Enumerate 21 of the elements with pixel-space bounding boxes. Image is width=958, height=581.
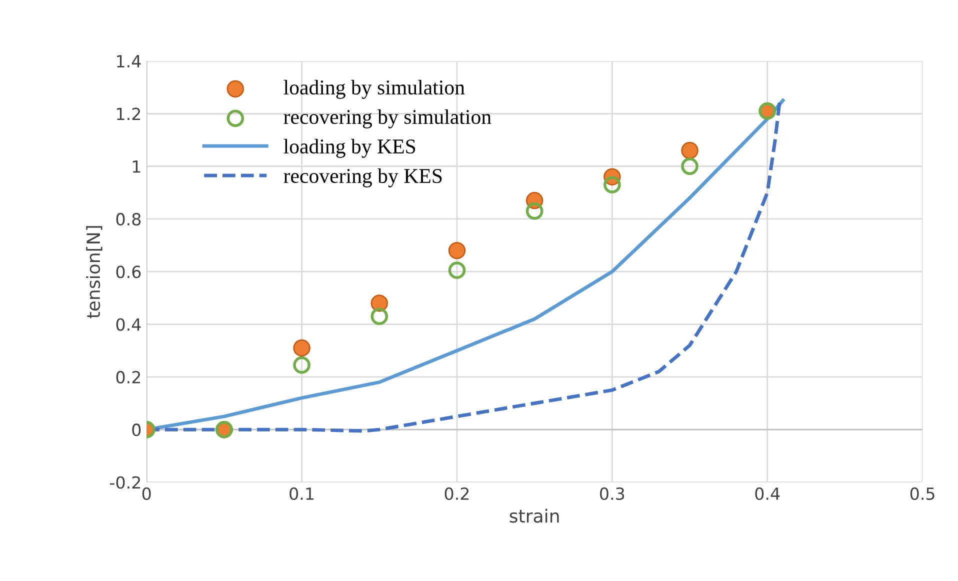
legend-label: recovering by simulation xyxy=(284,109,492,128)
y-tick-label: 0.8 xyxy=(116,212,141,226)
x-tick-label: 0 xyxy=(142,487,151,500)
x-tick-label: 0.2 xyxy=(444,487,469,500)
x-tick-label: 0.4 xyxy=(755,487,780,500)
y-tick-label: -0.2 xyxy=(110,476,140,489)
y-tick-label: 0.4 xyxy=(116,318,141,331)
y-tick-label: 1 xyxy=(132,160,140,173)
y-axis-title: tension[N] xyxy=(86,226,102,318)
x-axis-title: strain xyxy=(510,508,559,523)
legend-label: loading by simulation xyxy=(284,80,465,99)
y-tick-label: 0.2 xyxy=(116,370,140,384)
y-tick-label: 1.2 xyxy=(117,108,140,120)
x-tick-label: 0.3 xyxy=(600,487,624,500)
y-tick-label: 1.4 xyxy=(117,55,141,68)
y-tick-label: 0.6 xyxy=(116,266,141,278)
x-tick-label: 0.1 xyxy=(290,487,314,500)
legend-label: loading by KES xyxy=(284,138,416,158)
y-tick-label: 0 xyxy=(132,424,141,436)
legend-label: recovering by KES xyxy=(284,168,442,188)
x-tick-label: 0.5 xyxy=(910,487,934,500)
